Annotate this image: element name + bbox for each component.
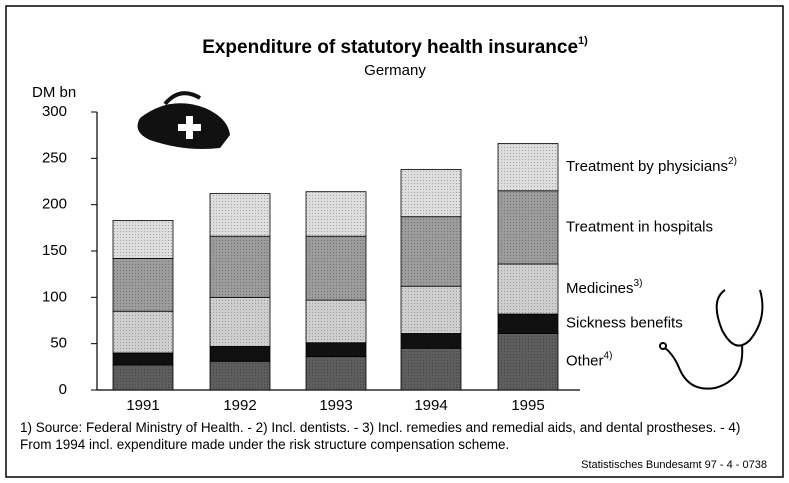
legend-note: 3) (634, 278, 643, 289)
bar-texture (498, 263, 558, 315)
bar-texture (113, 258, 173, 312)
y-tick-label: 200 (42, 196, 67, 213)
y-tick-label: 250 (42, 149, 67, 166)
bar-texture (498, 143, 558, 191)
legend-name: Medicines (566, 280, 634, 297)
bar-texture (306, 300, 366, 343)
bag-icon (137, 91, 230, 149)
x-tick-label: 1993 (319, 397, 352, 414)
legend-label: Treatment in hospitals (566, 218, 713, 235)
y-tick-label: 300 (42, 103, 67, 120)
bar-texture (113, 364, 173, 390)
y-tick-label: 50 (50, 335, 67, 352)
bar-texture (401, 333, 461, 349)
chart-title: Expenditure of statutory health insuranc… (202, 35, 588, 58)
bar-texture (401, 286, 461, 334)
bar-texture (401, 348, 461, 390)
legend-label: Sickness benefits (566, 315, 683, 332)
legend-label: Medicines3) (566, 278, 642, 297)
bar-texture (306, 342, 366, 357)
bar-texture (498, 190, 558, 264)
bar-texture (210, 361, 270, 390)
bar-texture (401, 169, 461, 217)
bar-texture (306, 236, 366, 301)
bar-texture (306, 356, 366, 390)
y-tick-label: 100 (42, 288, 67, 305)
bar-texture (113, 311, 173, 353)
legend-name: Treatment in hospitals (566, 218, 713, 235)
footnote: 1) Source: Federal Ministry of Health. -… (20, 420, 741, 452)
bar-texture (498, 314, 558, 334)
frame (5, 5, 784, 478)
bar-texture (306, 191, 366, 237)
y-axis-label: DM bn (32, 84, 76, 101)
y-tick-label: 0 (59, 381, 67, 398)
source: Statistisches Bundesamt 97 - 4 - 0738 (581, 459, 767, 471)
legend-name: Other (566, 353, 604, 370)
bar-texture (113, 352, 173, 365)
bar-texture (498, 333, 558, 390)
bar-texture (210, 193, 270, 237)
y-tick-label: 150 (42, 242, 67, 259)
bar-texture (401, 216, 461, 287)
legend-label: Other4) (566, 350, 612, 369)
legend-name: Sickness benefits (566, 315, 683, 332)
bar-texture (113, 220, 173, 259)
legend-note: 4) (604, 350, 613, 361)
x-tick-label: 1992 (223, 397, 256, 414)
legend-label: Treatment by physicians2) (566, 156, 737, 175)
x-tick-label: 1994 (414, 397, 447, 414)
x-tick-label: 1991 (126, 397, 159, 414)
bar-texture (210, 346, 270, 362)
stethoscope-icon (659, 289, 764, 390)
legend-note: 2) (728, 156, 737, 167)
bar-texture (210, 236, 270, 298)
bar-texture (210, 297, 270, 347)
chart-subtitle: Germany (364, 62, 426, 79)
legend-name: Treatment by physicians (566, 158, 728, 175)
x-tick-label: 1995 (511, 397, 544, 414)
